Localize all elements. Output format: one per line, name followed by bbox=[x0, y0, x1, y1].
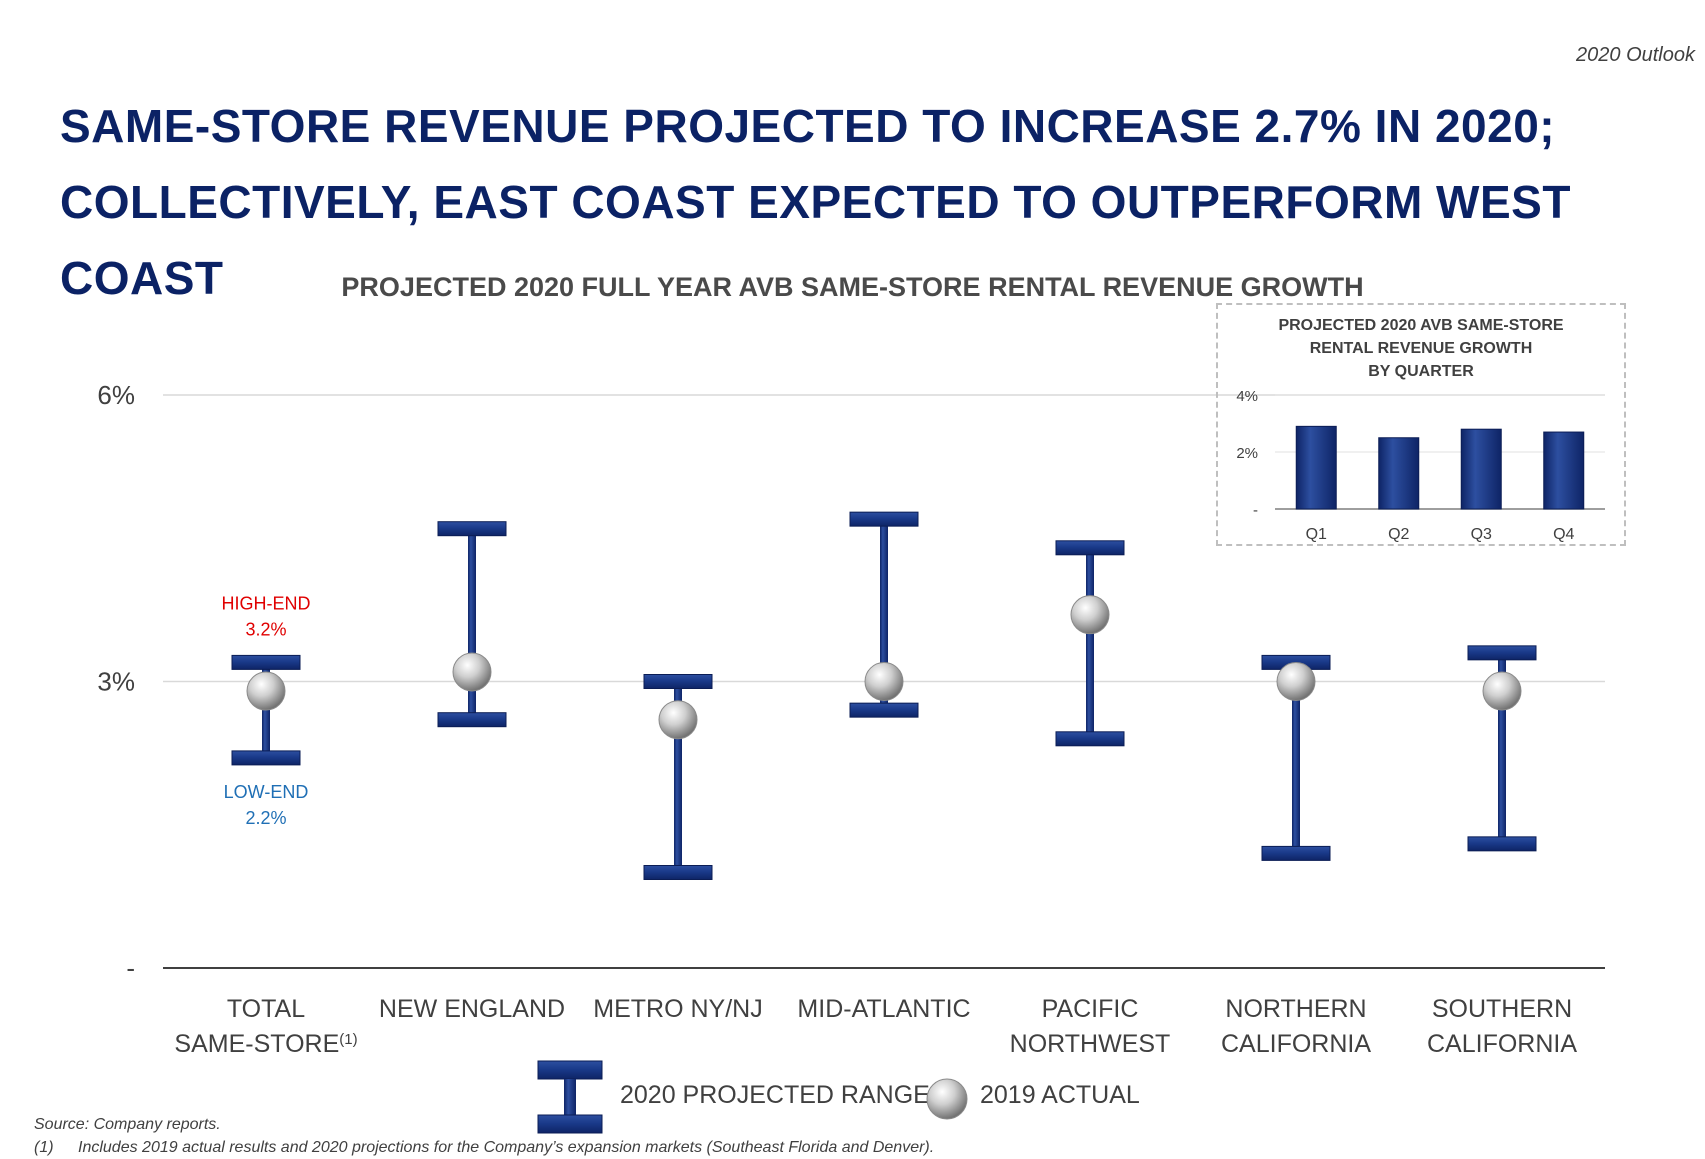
range-low-cap bbox=[1055, 731, 1125, 747]
low-end-value: 2.2% bbox=[245, 808, 286, 828]
range-column bbox=[468, 528, 476, 720]
chart-legend: 2020 PROJECTED RANGE 2019 ACTUAL bbox=[535, 1055, 1155, 1135]
footnote-1-text: Includes 2019 actual results and 2020 pr… bbox=[78, 1139, 935, 1156]
low-end-label: LOW-END bbox=[224, 782, 309, 802]
actual-2019-point bbox=[246, 671, 286, 711]
range-column bbox=[880, 519, 888, 711]
footnote-marker: (1) bbox=[339, 1031, 357, 1048]
range-low-cap bbox=[437, 712, 507, 728]
category-label: NEW ENGLAND bbox=[379, 995, 565, 1023]
range-low-cap bbox=[849, 702, 919, 718]
range-high-cap bbox=[643, 674, 713, 689]
actual-2019-point bbox=[452, 652, 492, 692]
category-label: METRO NY/NJ bbox=[593, 995, 762, 1023]
range-legend-icon bbox=[537, 1060, 603, 1134]
range-low-cap bbox=[1261, 845, 1331, 861]
range-column bbox=[1498, 652, 1506, 844]
headline-line-2: COLLECTIVELY, EAST COAST EXPECTED TO OUT… bbox=[60, 176, 1571, 304]
range-low-cap bbox=[231, 750, 301, 766]
range-high-cap bbox=[849, 511, 919, 527]
range-high-cap bbox=[1467, 645, 1537, 661]
category-label: PACIFIC bbox=[1042, 995, 1139, 1023]
actual-legend-label: 2019 ACTUAL bbox=[980, 1081, 1140, 1109]
range-legend-label: 2020 PROJECTED RANGE bbox=[620, 1081, 930, 1109]
category-label: NORTHWEST bbox=[1010, 1030, 1171, 1058]
actual-2019-point bbox=[864, 662, 904, 701]
range-column bbox=[1292, 662, 1300, 854]
range-high-cap bbox=[1055, 540, 1125, 556]
quarterly-inset-panel: PROJECTED 2020 AVB SAME-STORE RENTAL REV… bbox=[1216, 303, 1626, 546]
actual-2019-point bbox=[1276, 662, 1316, 701]
category-label: CALIFORNIA bbox=[1427, 1030, 1577, 1058]
main-chart-title: PROJECTED 2020 FULL YEAR AVB SAME-STORE … bbox=[341, 272, 1364, 302]
high-end-label: HIGH-END bbox=[222, 593, 311, 613]
range-low-cap bbox=[643, 865, 713, 880]
range-column bbox=[674, 681, 682, 873]
headline-line-1: SAME-STORE REVENUE PROJECTED TO INCREASE… bbox=[60, 100, 1556, 152]
y-tick-label: - bbox=[126, 953, 135, 983]
category-label: SOUTHERN bbox=[1432, 995, 1572, 1023]
y-tick-label: 6% bbox=[97, 380, 135, 410]
range-column bbox=[1086, 547, 1094, 739]
range-low-cap bbox=[1467, 836, 1537, 852]
page-headline: SAME-STORE REVENUE PROJECTED TO INCREASE… bbox=[60, 88, 1705, 316]
actual-2019-point bbox=[1482, 671, 1522, 711]
section-tag: 2020 Outlook bbox=[1576, 44, 1695, 66]
category-label: NORTHERN bbox=[1225, 995, 1366, 1023]
category-label: CALIFORNIA bbox=[1221, 1030, 1371, 1058]
range-high-cap bbox=[231, 654, 301, 670]
actual-2019-point bbox=[658, 700, 698, 740]
actual-2019-point bbox=[1070, 595, 1110, 635]
range-high-cap bbox=[437, 521, 507, 537]
high-end-value: 3.2% bbox=[245, 619, 286, 639]
y-tick-label: 3% bbox=[97, 667, 135, 697]
category-label: MID-ATLANTIC bbox=[797, 995, 970, 1023]
inset-chart-title: PROJECTED 2020 AVB SAME-STORE RENTAL REV… bbox=[1278, 317, 1564, 380]
footnote-1-number: (1) bbox=[34, 1139, 54, 1156]
category-label: SAME-STORE(1) bbox=[174, 1030, 357, 1058]
footnote-1: (1) Includes 2019 actual results and 202… bbox=[34, 1136, 934, 1159]
footnotes: Source: Company reports. (1) Includes 20… bbox=[34, 1113, 934, 1159]
actual-legend-icon bbox=[926, 1078, 968, 1120]
category-label: TOTAL bbox=[227, 995, 305, 1023]
source-note: Source: Company reports. bbox=[34, 1116, 221, 1133]
